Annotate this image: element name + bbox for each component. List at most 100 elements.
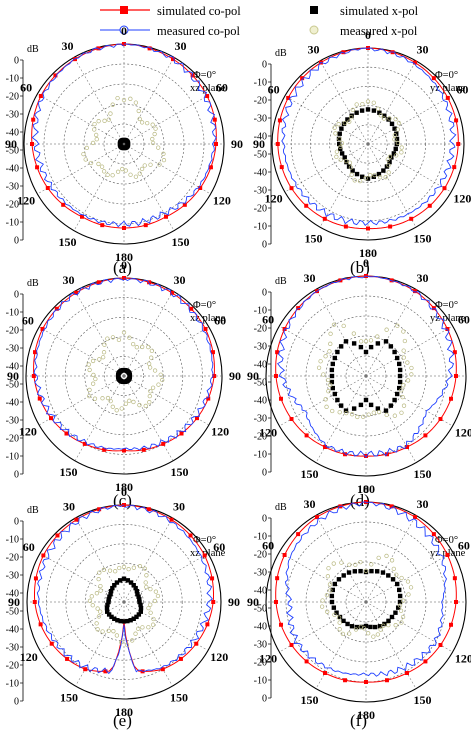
marker-measured-x-pol <box>83 157 88 162</box>
marker-simulated-x-pol <box>137 599 142 605</box>
marker-measured-x-pol <box>98 583 103 589</box>
marker-simulated-x-pol <box>392 349 397 355</box>
marker-simulated-x-pol <box>330 385 335 391</box>
marker-measured-x-pol <box>98 609 103 614</box>
marker-simulated-co-pol <box>282 553 287 557</box>
marker-measured-x-pol <box>87 393 92 399</box>
marker-measured-x-pol <box>150 136 155 142</box>
marker-measured-x-pol <box>352 178 357 183</box>
marker-measured-x-pol <box>114 408 119 413</box>
grid-spoke <box>123 93 211 145</box>
grid-spoke <box>315 289 367 377</box>
marker-simulated-x-pol <box>397 379 403 385</box>
panel-label: (a) <box>113 258 132 277</box>
grid-spoke <box>39 601 125 651</box>
marker-measured-x-pol <box>146 344 151 350</box>
marker-measured-x-pol <box>325 609 330 614</box>
marker-measured-x-pol <box>148 389 153 394</box>
marker-simulated-x-pol <box>112 582 117 588</box>
marker-simulated-x-pol <box>332 581 338 587</box>
marker-simulated-co-pol <box>423 659 428 664</box>
marker-simulated-x-pol <box>135 592 140 597</box>
marker-measured-x-pol <box>147 400 152 405</box>
radial-tick-label: 0 <box>14 290 19 301</box>
marker-simulated-co-pol <box>41 553 46 558</box>
grid-spoke <box>123 326 209 377</box>
marker-simulated-x-pol <box>337 131 342 136</box>
marker-measured-x-pol <box>405 378 411 383</box>
marker-simulated-co-pol <box>445 553 450 557</box>
angle-tick-label: 0 <box>121 258 127 272</box>
marker-measured-x-pol <box>409 372 414 377</box>
radial-tick-label: -50 <box>6 146 19 157</box>
marker-simulated-x-pol <box>330 361 335 367</box>
marker-measured-x-pol <box>399 150 404 155</box>
marker-simulated-x-pol <box>380 570 386 575</box>
marker-simulated-co-pol <box>431 76 436 81</box>
marker-measured-x-pol <box>319 604 325 609</box>
marker-simulated-co-pol <box>323 445 327 450</box>
polar-panel-f: (f) Φ=0° yz plane 0306090120150180150120… <box>247 482 471 730</box>
marker-simulated-x-pol <box>344 159 349 165</box>
marker-measured-x-pol <box>150 385 156 390</box>
marker-measured-x-pol <box>147 394 152 399</box>
marker-simulated-co-pol <box>40 326 45 331</box>
marker-measured-x-pol <box>371 100 376 105</box>
angle-tick-label: 120 <box>259 652 277 666</box>
marker-simulated-x-pol <box>341 121 347 127</box>
marker-measured-x-pol <box>363 568 369 573</box>
marker-measured-x-pol <box>381 623 386 628</box>
marker-measured-x-pol <box>394 572 399 577</box>
marker-measured-x-pol <box>97 357 102 362</box>
marker-measured-x-pol <box>363 176 368 181</box>
marker-simulated-x-pol <box>368 344 374 350</box>
marker-simulated-x-pol <box>128 618 133 623</box>
marker-simulated-co-pol <box>366 226 370 231</box>
marker-measured-x-pol <box>354 102 359 107</box>
marker-simulated-x-pol <box>372 624 378 630</box>
marker-measured-x-pol <box>378 113 383 118</box>
radial-tick-label: -10 <box>6 308 19 319</box>
marker-simulated-co-pol <box>80 214 84 219</box>
marker-measured-x-pol <box>93 376 98 382</box>
radial-unit-label: dB <box>275 502 287 513</box>
marker-simulated-co-pol <box>38 622 43 627</box>
phi-label: Φ=0° <box>435 535 458 546</box>
angle-tick-label: 180 <box>115 480 133 494</box>
plane-label: yz plane <box>430 83 466 94</box>
plane-label: xz plane <box>190 313 226 324</box>
marker-simulated-co-pol <box>147 280 152 285</box>
marker-measured-x-pol <box>350 107 355 113</box>
marker-simulated-x-pol <box>389 121 395 127</box>
marker-measured-x-pol <box>98 588 103 593</box>
marker-simulated-x-pol <box>134 588 140 594</box>
marker-measured-x-pol <box>323 397 328 402</box>
grid-ring <box>65 543 183 661</box>
marker-measured-x-pol <box>353 627 359 632</box>
marker-simulated-x-pol <box>394 391 400 397</box>
marker-simulated-x-pol <box>394 581 400 587</box>
marker-measured-x-pol <box>328 331 333 336</box>
angle-tick-label: 150 <box>414 231 432 245</box>
marker-measured-x-pol <box>156 382 161 387</box>
marker-simulated-co-pol <box>33 576 38 581</box>
marker-simulated-co-pol <box>343 224 348 229</box>
marker-simulated-co-pol <box>431 306 436 311</box>
marker-measured-x-pol <box>152 368 158 373</box>
marker-simulated-x-pol <box>363 623 369 629</box>
phi-label: Φ=0° <box>193 70 216 81</box>
marker-measured-x-pol <box>353 562 358 567</box>
marker-simulated-x-pol <box>397 373 403 379</box>
grid-spoke <box>315 515 367 603</box>
radial-tick-label: 0 <box>14 470 19 481</box>
marker-measured-x-pol <box>149 348 155 354</box>
marker-measured-x-pol <box>102 342 107 347</box>
marker-simulated-co-pol <box>122 226 126 230</box>
marker-measured-x-pol <box>101 169 107 174</box>
marker-measured-x-pol <box>101 355 106 360</box>
marker-measured-x-pol <box>344 410 349 416</box>
grid-spoke <box>37 143 125 195</box>
marker-measured-x-pol <box>324 592 330 598</box>
radial-tick-label: -30 <box>6 571 19 582</box>
angle-tick-label: 30 <box>63 273 75 287</box>
